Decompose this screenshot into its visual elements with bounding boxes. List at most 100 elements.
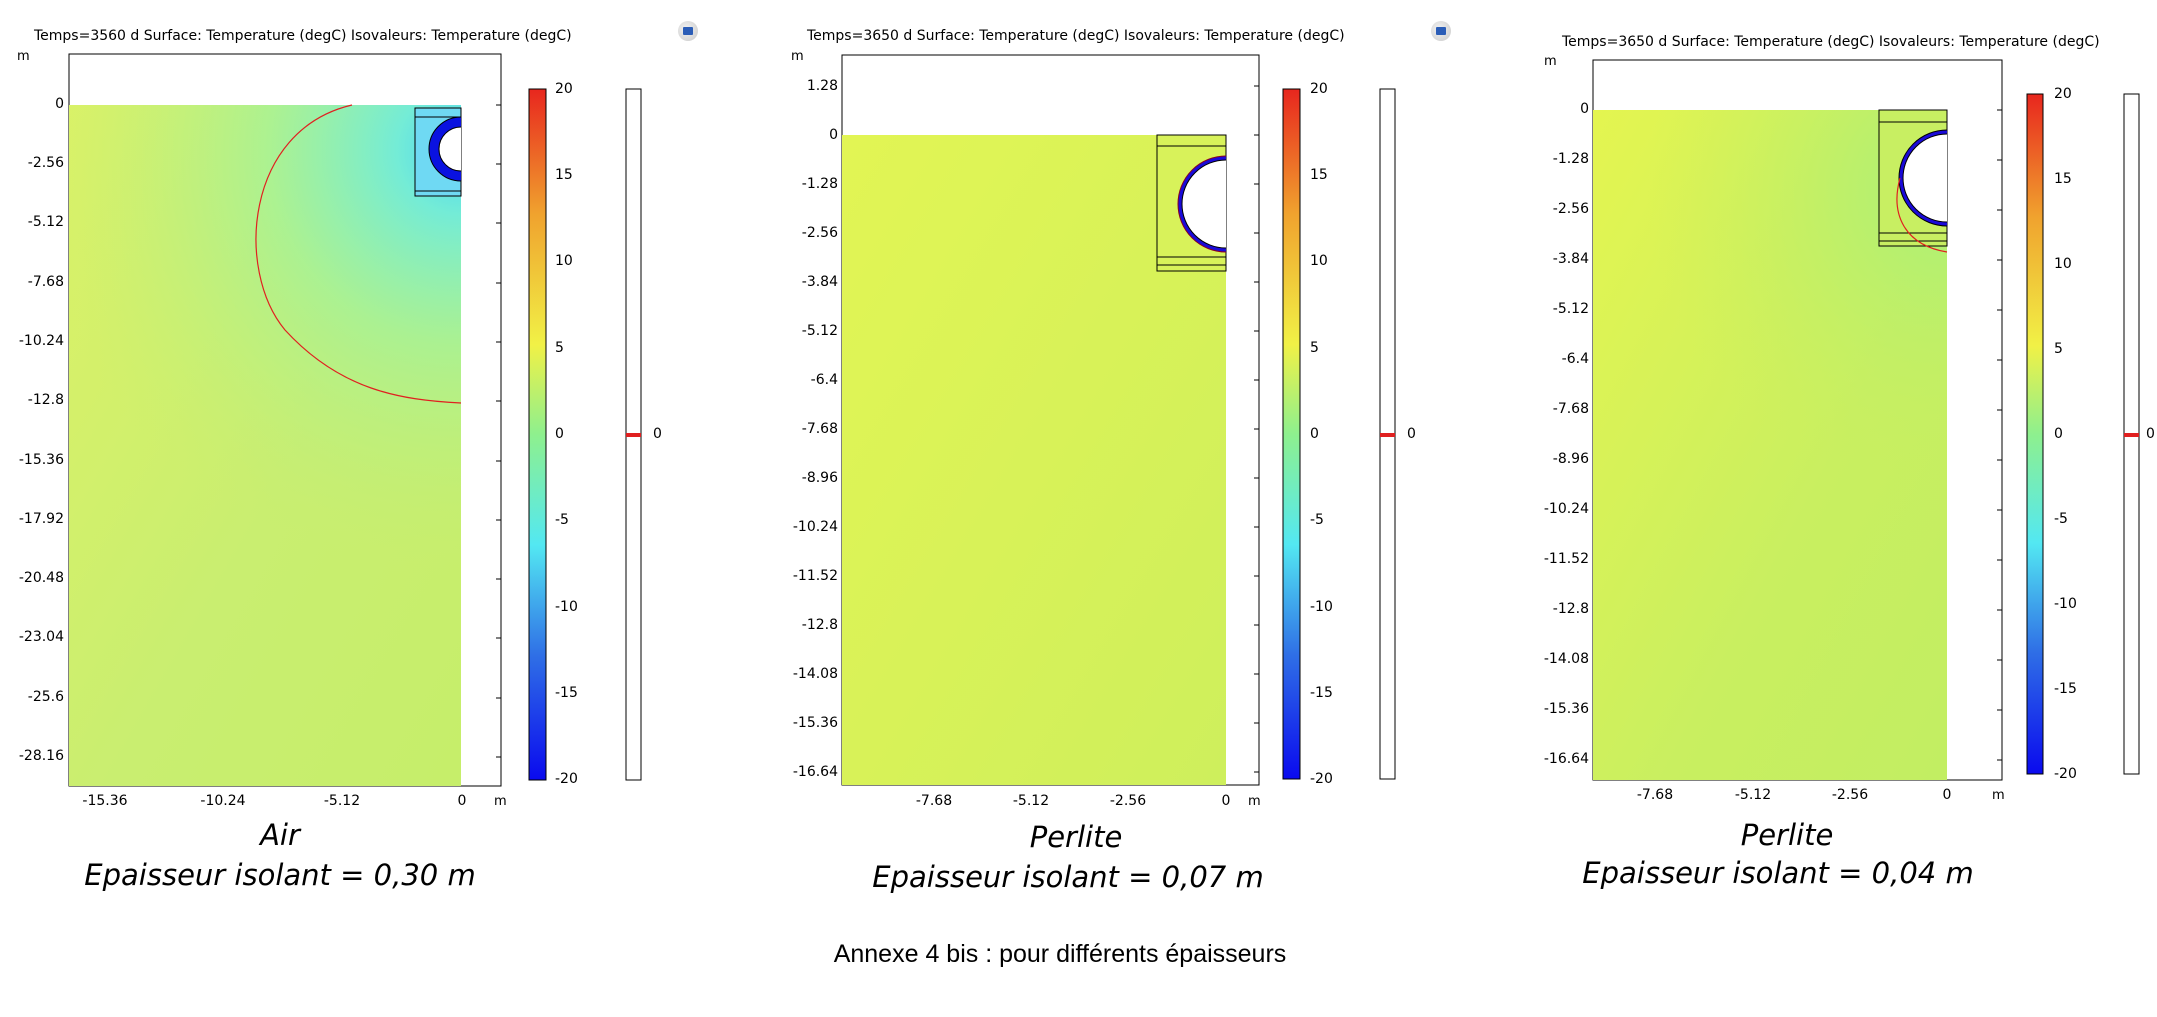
y-tick: -17.92 xyxy=(18,511,64,527)
colorbar-tick: -20 xyxy=(555,771,578,787)
y-tick: -5.12 xyxy=(801,323,838,339)
colorbar-tick: 5 xyxy=(1310,340,1319,356)
colorbar-tick: 20 xyxy=(555,81,573,97)
y-tick: -6.4 xyxy=(1561,351,1589,367)
colorbar-tick: -15 xyxy=(1310,685,1333,701)
y-tick: 0 xyxy=(55,96,64,112)
x-tick: -7.68 xyxy=(915,793,953,809)
y-tick: -12.8 xyxy=(801,617,838,633)
material-caption: Perlite xyxy=(1740,818,1834,852)
x-tick: -2.56 xyxy=(1109,793,1147,809)
camera-icon[interactable] xyxy=(1431,21,1451,41)
y-tick: -7.68 xyxy=(1552,401,1589,417)
y-tick: -10.24 xyxy=(18,333,64,349)
x-tick: -5.12 xyxy=(1012,793,1050,809)
colorbar-tick: -15 xyxy=(555,685,578,701)
thickness-caption: Epaisseur isolant = 0,04 m xyxy=(1582,856,1974,890)
thickness-caption: Epaisseur isolant = 0,07 m xyxy=(872,860,1264,894)
colorbar-tick: 0 xyxy=(1310,426,1319,442)
y-tick: -23.04 xyxy=(18,629,64,645)
temperature-field-plot xyxy=(841,54,1396,786)
colorbar-tick: 5 xyxy=(2054,341,2063,357)
colorbar-tick: 15 xyxy=(555,167,573,183)
x-tick: -10.24 xyxy=(200,793,246,809)
x-unit: m xyxy=(1248,794,1261,809)
x-tick: 0 xyxy=(1942,787,1952,803)
y-unit: m xyxy=(791,49,804,64)
colorbar-tick: 10 xyxy=(555,253,573,269)
y-tick: -1.28 xyxy=(801,176,838,192)
y-tick: -10.24 xyxy=(1543,501,1589,517)
isovalue-label: 0 xyxy=(2146,426,2155,442)
y-tick: -5.12 xyxy=(1552,301,1589,317)
y-tick: -15.36 xyxy=(18,452,64,468)
x-tick: -5.12 xyxy=(323,793,361,809)
y-tick: -7.68 xyxy=(27,274,64,290)
y-tick: -14.08 xyxy=(792,666,838,682)
y-tick: -11.52 xyxy=(792,568,838,584)
y-tick: -10.24 xyxy=(792,519,838,535)
y-tick: 0 xyxy=(829,127,838,143)
y-tick: -15.36 xyxy=(1543,701,1589,717)
x-tick: -7.68 xyxy=(1636,787,1674,803)
temperature-field-plot xyxy=(68,53,642,787)
plot-title: Temps=3650 d Surface: Temperature (degC)… xyxy=(807,28,1345,44)
y-tick: -6.4 xyxy=(810,372,838,388)
y-tick: -28.16 xyxy=(18,748,64,764)
isovalue-label: 0 xyxy=(653,426,662,442)
colorbar-tick: 10 xyxy=(1310,253,1328,269)
x-unit: m xyxy=(1992,788,2005,803)
colorbar-tick: 20 xyxy=(1310,81,1328,97)
y-tick: -2.56 xyxy=(801,225,838,241)
y-tick: -16.64 xyxy=(792,764,838,780)
colorbar-tick: -10 xyxy=(555,599,578,615)
y-tick: -5.12 xyxy=(27,214,64,230)
thickness-caption: Epaisseur isolant = 0,30 m xyxy=(84,858,476,892)
colorbar-tick: 15 xyxy=(2054,171,2072,187)
colorbar-tick: 20 xyxy=(2054,86,2072,102)
isoline-0 xyxy=(255,104,462,404)
y-tick: 1.28 xyxy=(806,78,838,94)
colorbar-tick: -5 xyxy=(1310,512,1324,528)
x-tick: -15.36 xyxy=(82,793,128,809)
x-tick: 0 xyxy=(457,793,467,809)
y-tick: -8.96 xyxy=(1552,451,1589,467)
colorbar-tick: 5 xyxy=(555,340,564,356)
temperature-field-plot xyxy=(1592,59,2140,781)
y-tick: -3.84 xyxy=(1552,251,1589,267)
y-tick: -11.52 xyxy=(1543,551,1589,567)
colorbar-tick: 0 xyxy=(2054,426,2063,442)
y-tick: -15.36 xyxy=(792,715,838,731)
colorbar-tick: -20 xyxy=(1310,771,1333,787)
x-unit: m xyxy=(494,794,507,809)
colorbar-tick: -10 xyxy=(1310,599,1333,615)
y-tick: -14.08 xyxy=(1543,651,1589,667)
plot-title: Temps=3650 d Surface: Temperature (degC)… xyxy=(1562,34,2100,50)
colorbar-tick: 10 xyxy=(2054,256,2072,272)
x-tick: 0 xyxy=(1221,793,1231,809)
y-tick: -12.8 xyxy=(1552,601,1589,617)
colorbar-tick: 0 xyxy=(555,426,564,442)
y-tick: -16.64 xyxy=(1543,751,1589,767)
camera-icon[interactable] xyxy=(678,21,698,41)
isoline-0 xyxy=(1896,177,1948,253)
y-unit: m xyxy=(17,49,30,64)
x-tick: -5.12 xyxy=(1734,787,1772,803)
colorbar-tick: 15 xyxy=(1310,167,1328,183)
y-tick: -2.56 xyxy=(1552,201,1589,217)
isovalue-label: 0 xyxy=(1407,426,1416,442)
y-tick: -12.8 xyxy=(27,392,64,408)
y-tick: -20.48 xyxy=(18,570,64,586)
plot-title: Temps=3560 d Surface: Temperature (degC)… xyxy=(34,28,572,44)
y-tick: -2.56 xyxy=(27,155,64,171)
material-caption: Perlite xyxy=(1029,820,1123,854)
y-tick: -25.6 xyxy=(27,689,64,705)
colorbar-tick: -5 xyxy=(2054,511,2068,527)
y-tick: -7.68 xyxy=(801,421,838,437)
colorbar-tick: -10 xyxy=(2054,596,2077,612)
colorbar-tick: -15 xyxy=(2054,681,2077,697)
y-tick: -1.28 xyxy=(1552,151,1589,167)
y-tick: 0 xyxy=(1580,101,1589,117)
annexe-caption: Annexe 4 bis : pour différents épaisseur… xyxy=(833,940,1287,968)
y-unit: m xyxy=(1544,54,1557,69)
